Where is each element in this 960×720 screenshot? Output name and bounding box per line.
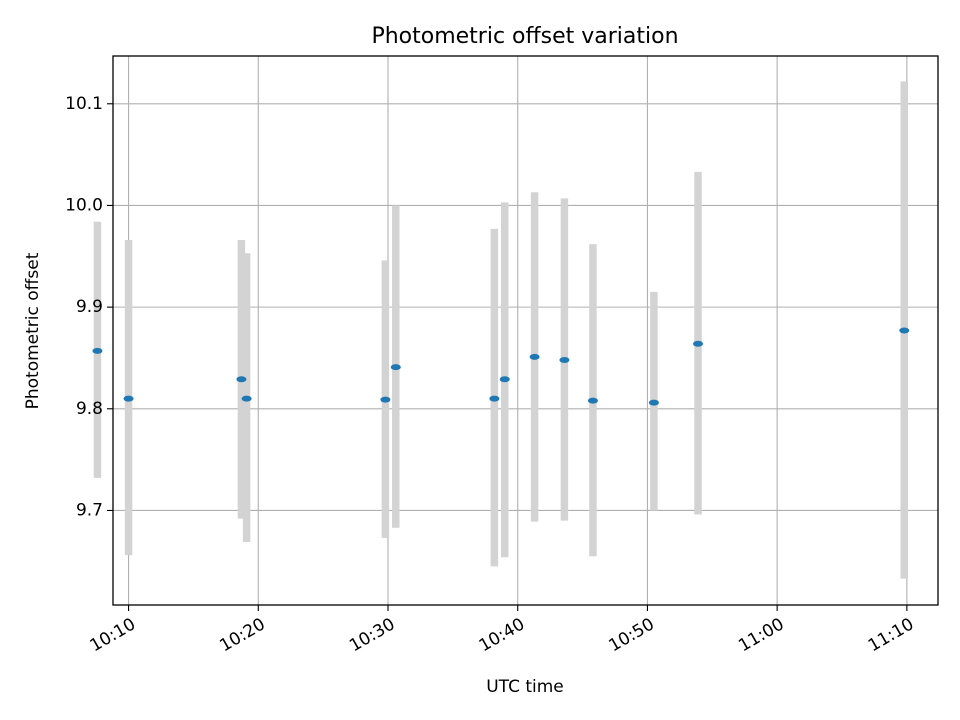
data-point — [587, 397, 598, 404]
y-tick-label: 10.0 — [65, 195, 103, 215]
data-point — [489, 395, 500, 402]
data-point — [693, 340, 704, 347]
data-point — [899, 327, 910, 334]
y-tick-label: 9.9 — [76, 297, 103, 317]
data-point — [380, 396, 391, 403]
y-tick-label: 9.8 — [76, 399, 103, 419]
data-point — [499, 376, 510, 383]
data-point — [529, 353, 540, 360]
y-tick-label: 10.1 — [65, 94, 103, 114]
y-tick-label: 9.7 — [76, 500, 103, 520]
x-axis-label: UTC time — [486, 677, 564, 697]
data-point — [92, 347, 103, 354]
y-axis-label: Photometric offset — [23, 252, 43, 409]
data-point — [241, 395, 252, 402]
data-point — [390, 364, 401, 371]
data-point — [236, 376, 247, 383]
grid — [113, 56, 938, 605]
data-point — [559, 356, 570, 363]
data-point — [123, 395, 134, 402]
y-axis-ticks: 9.7 9.8 9.9 10.0 10.1 — [65, 94, 113, 520]
chart-title: Photometric offset variation — [371, 24, 678, 49]
plot-frame — [112, 55, 939, 606]
data-markers — [92, 327, 910, 406]
data-point — [648, 399, 659, 406]
